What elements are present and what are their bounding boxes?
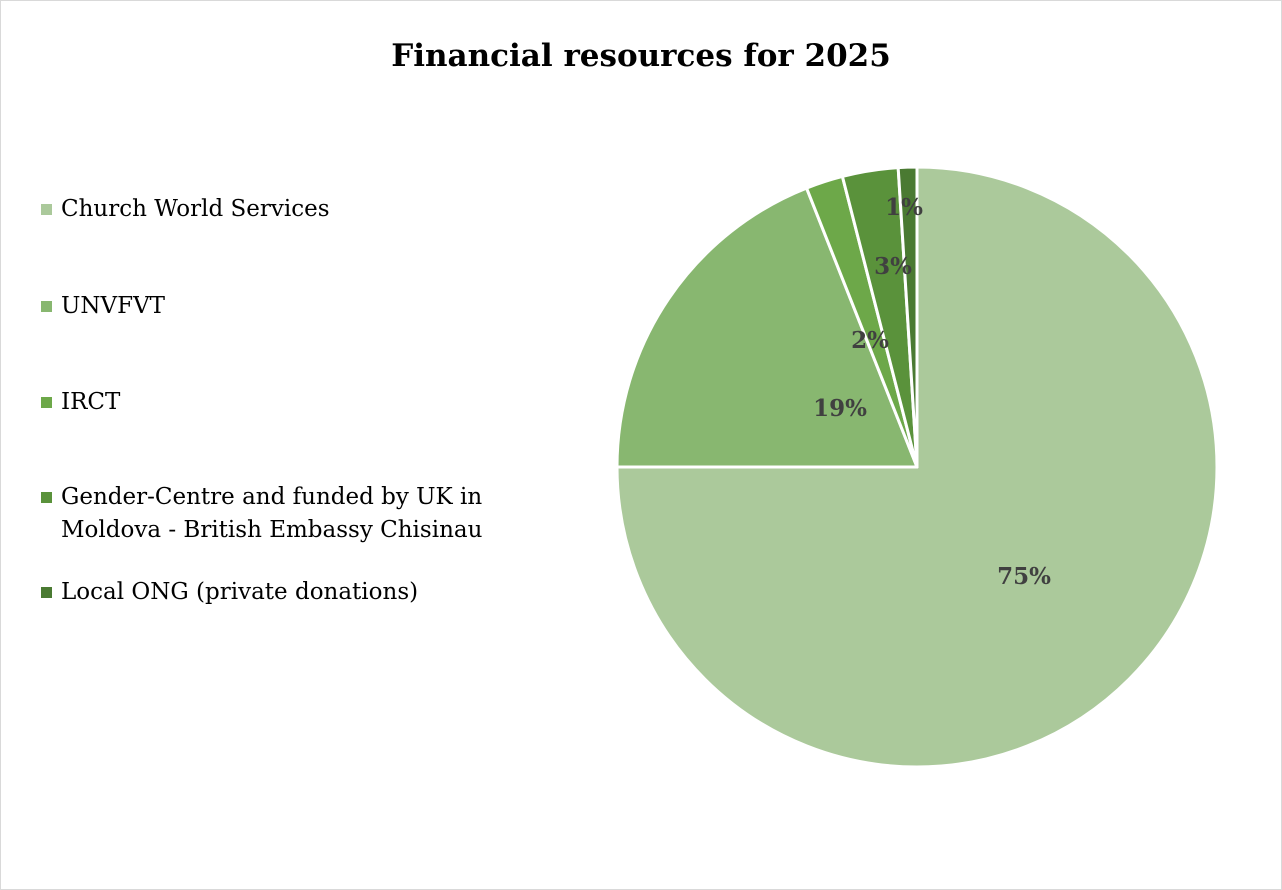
pie-slice-unvfvt bbox=[615, 186, 919, 469]
legend-swatch bbox=[41, 204, 52, 215]
data-label: 3% bbox=[874, 253, 912, 280]
data-label: 19% bbox=[813, 395, 867, 422]
legend-label: Church World Services bbox=[61, 196, 330, 222]
data-label: 1% bbox=[885, 194, 923, 221]
legend-item-local-ong: Local ONG (private donations) bbox=[41, 576, 531, 609]
legend-swatch bbox=[41, 492, 52, 503]
data-label: 2% bbox=[851, 327, 889, 354]
pie-slice-church-world-services bbox=[615, 165, 1219, 769]
legend-item-unvfvt: UNVFVT bbox=[41, 290, 531, 323]
legend-label: IRCT bbox=[61, 389, 121, 415]
legend-label: Gender-Centre and funded by UK in Moldov… bbox=[61, 484, 483, 543]
legend-label: UNVFVT bbox=[61, 293, 166, 319]
data-label: 75% bbox=[997, 563, 1051, 590]
chart-title: Financial resources for 2025 bbox=[391, 38, 891, 74]
legend-swatch bbox=[41, 587, 52, 598]
legend-item-church-world-services: Church World Services bbox=[41, 193, 531, 226]
legend-item-gender-centre: Gender-Centre and funded by UK in Moldov… bbox=[41, 481, 521, 547]
legend-swatch bbox=[41, 397, 52, 408]
legend-label: Local ONG (private donations) bbox=[61, 579, 419, 605]
legend-item-irct: IRCT bbox=[41, 386, 531, 419]
pie-slice-local-ong-private-donations bbox=[896, 165, 919, 469]
legend-swatch bbox=[41, 301, 52, 312]
